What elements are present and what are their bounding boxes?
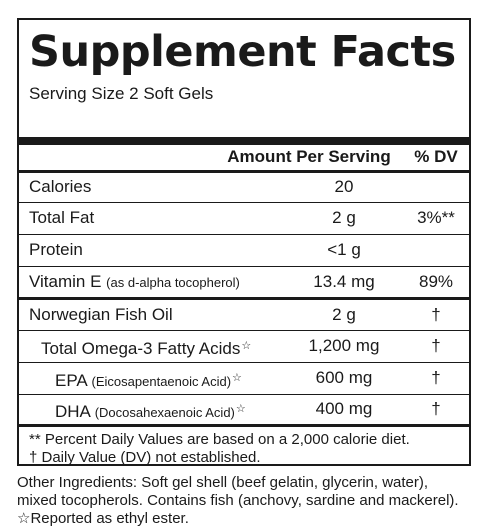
panel-title: Supplement Facts bbox=[29, 27, 456, 77]
dv-header: % DV bbox=[414, 147, 458, 166]
header-rule bbox=[19, 170, 469, 173]
row-name: Norwegian Fish Oil bbox=[29, 305, 173, 324]
row-name: Vitamin E (as d-alpha tocopherol) bbox=[29, 272, 240, 291]
thick-bar bbox=[19, 137, 469, 145]
row-divider bbox=[19, 266, 469, 267]
footnote-dv-not-established: † Daily Value (DV) not established. bbox=[29, 449, 261, 466]
row-name: Total Fat bbox=[29, 208, 95, 227]
ethyl-ester-note: ☆Reported as ethyl ester. bbox=[17, 510, 189, 527]
row-dv: 89% bbox=[418, 272, 454, 291]
row-dv: † bbox=[431, 336, 441, 355]
row-name: Calories bbox=[29, 177, 92, 196]
row-amount: <1 g bbox=[327, 240, 361, 259]
serving-size: Serving Size 2 Soft Gels bbox=[29, 84, 214, 103]
row-divider bbox=[19, 362, 469, 363]
row-name: DHA (Docosahexaenoic Acid)☆ bbox=[55, 402, 246, 421]
other-ingredients: Other Ingredients: Soft gel shell (beef … bbox=[17, 474, 487, 528]
row-note: (Eicosapentaenoic Acid) bbox=[91, 374, 232, 389]
row-amount: 600 mg bbox=[315, 368, 373, 387]
row-divider bbox=[19, 330, 469, 331]
ethyl-ester-star-icon: ☆ bbox=[235, 403, 246, 415]
other-ingredients-line: Other Ingredients: Soft gel shell (beef … bbox=[17, 474, 429, 491]
row-dv: † bbox=[431, 368, 441, 387]
row-divider bbox=[19, 234, 469, 235]
amount-per-serving-header: Amount Per Serving bbox=[227, 147, 391, 166]
row-name: EPA (Eicosapentaenoic Acid)☆ bbox=[55, 371, 242, 390]
row-name: Total Omega-3 Fatty Acids☆ bbox=[41, 339, 252, 358]
footnote-daily-values: ** Percent Daily Values are based on a 2… bbox=[29, 431, 410, 448]
row-amount: 400 mg bbox=[315, 399, 373, 418]
supplement-facts-panel: Supplement Facts Serving Size 2 Soft Gel… bbox=[17, 18, 471, 466]
row-name: Protein bbox=[29, 240, 83, 259]
row-divider bbox=[19, 202, 469, 203]
row-amount: 2 g bbox=[332, 305, 356, 324]
section-rule bbox=[19, 297, 469, 300]
ethyl-ester-star-icon: ☆ bbox=[241, 340, 252, 352]
row-dv: † bbox=[431, 399, 441, 418]
row-amount: 13.4 mg bbox=[313, 272, 375, 291]
other-ingredients-line: mixed tocopherols. Contains fish (anchov… bbox=[17, 492, 459, 509]
row-dv: 3%** bbox=[417, 208, 455, 227]
row-note: (as d-alpha tocopherol) bbox=[106, 275, 240, 290]
row-dv: † bbox=[431, 305, 441, 324]
row-amount: 2 g bbox=[332, 208, 356, 227]
row-note: (Docosahexaenoic Acid) bbox=[94, 405, 235, 420]
row-amount: 20 bbox=[334, 177, 354, 196]
section-rule bbox=[19, 424, 469, 427]
row-amount: 1,200 mg bbox=[308, 336, 380, 355]
ethyl-ester-star-icon: ☆ bbox=[232, 372, 242, 384]
row-divider bbox=[19, 394, 469, 395]
